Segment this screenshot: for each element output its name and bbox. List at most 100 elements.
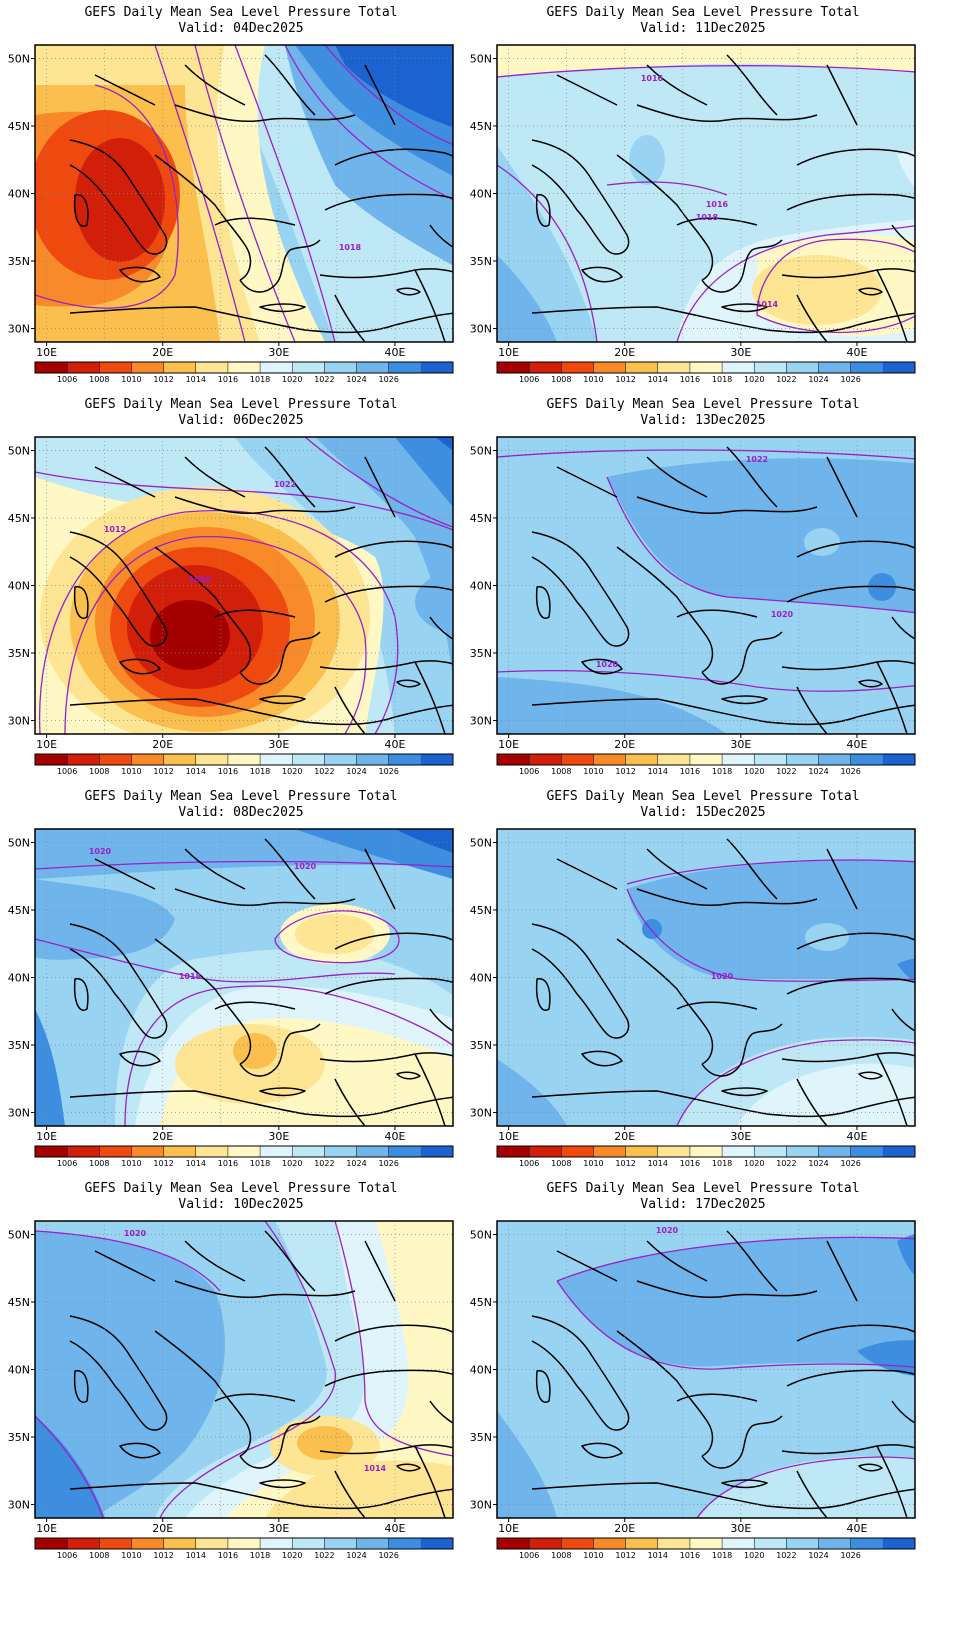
pressure-fill-region <box>225 1221 453 1518</box>
lat-tick-label: 40N <box>8 580 30 593</box>
colorbar-level-label: 1026 <box>379 375 399 384</box>
lat-tick-label: 45N <box>470 904 492 917</box>
lat-tick-label: 35N <box>470 647 492 660</box>
lon-tick-label: 10E <box>498 1522 519 1535</box>
colorbar-level-label: 1016 <box>680 1159 700 1168</box>
colorbar-level-label: 1018 <box>712 1551 732 1560</box>
colorbar-level-label: 1024 <box>346 375 366 384</box>
map-panel: GEFS Daily Mean Sea Level Pressure Total… <box>462 392 944 802</box>
colorbar: 1006 1008 1010 1012 1014 1016 1018 1020 1022 1024… <box>34 1537 454 1560</box>
colorbar-swatch <box>625 362 659 373</box>
colorbar-level-label: 1006 <box>57 767 77 776</box>
colorbar-swatch <box>356 362 390 373</box>
colorbar-swatch <box>260 1538 293 1549</box>
coastlines-borders <box>69 446 453 734</box>
colorbar-level-label: 1006 <box>519 767 539 776</box>
colorbar-swatch <box>388 1146 422 1157</box>
colorbar-swatch <box>657 1538 691 1549</box>
colorbar-level-label: 1010 <box>121 1551 141 1560</box>
lat-lon-grid <box>35 1221 453 1518</box>
colorbar-swatch <box>689 1538 723 1549</box>
pressure-fill-region <box>627 860 915 979</box>
colorbar-swatch <box>850 362 884 373</box>
lon-tick-label: 40E <box>846 1130 867 1143</box>
colorbar-swatch <box>786 1538 820 1549</box>
colorbar-swatch <box>163 1146 197 1157</box>
colorbar-swatch <box>324 1538 358 1549</box>
pressure-fill-region <box>297 1426 353 1460</box>
colorbar-swatch <box>497 362 530 373</box>
colorbar-swatch <box>260 1146 293 1157</box>
colorbar-level-label: 1014 <box>186 1159 206 1168</box>
colorbar-swatch <box>195 1146 229 1157</box>
colorbar-level-label: 1022 <box>314 1551 334 1560</box>
colorbar-swatch <box>67 754 100 765</box>
lon-tick-label: 10E <box>36 738 57 751</box>
colorbar-swatch <box>163 754 197 765</box>
lat-tick-label: 30N <box>8 1499 30 1512</box>
colorbar-swatch <box>131 1538 165 1549</box>
isobar-label: 1014 <box>364 1464 387 1473</box>
colorbar-level-label: 1020 <box>282 767 302 776</box>
lon-tick-label: 30E <box>730 1522 751 1535</box>
lon-tick-label: 20E <box>614 1522 635 1535</box>
colorbar-swatch <box>850 754 884 765</box>
lon-tick-label: 40E <box>384 346 405 359</box>
coastlines-borders <box>531 446 915 734</box>
lon-tick-label: 40E <box>846 738 867 751</box>
colorbar-swatch <box>529 754 562 765</box>
lat-lon-grid <box>35 45 453 342</box>
colorbar-level-label: 1008 <box>551 767 571 776</box>
colorbar-swatch <box>324 754 358 765</box>
panel-valid-date: Valid: 11Dec2025 <box>640 21 766 36</box>
colorbar-level-label: 1008 <box>551 375 571 384</box>
colorbar-swatch <box>420 362 454 373</box>
colorbar-level-label: 1024 <box>808 1159 828 1168</box>
colorbar-swatch <box>292 362 325 373</box>
colorbar-level-label: 1018 <box>250 375 270 384</box>
lat-tick-label: 35N <box>8 1431 30 1444</box>
colorbar-level-label: 1014 <box>648 1551 668 1560</box>
lat-tick-label: 40N <box>470 580 492 593</box>
pressure-fill-region <box>752 255 882 325</box>
lat-tick-label: 35N <box>470 1039 492 1052</box>
isobar-label: 1022 <box>274 480 296 489</box>
coastlines-borders <box>69 54 453 342</box>
lon-tick-label: 30E <box>730 346 751 359</box>
isobar-label: 1020 <box>294 862 317 871</box>
colorbar-level-label: 1022 <box>776 1159 796 1168</box>
colorbar-swatch <box>67 1146 100 1157</box>
colorbar-swatch <box>388 754 422 765</box>
colorbar-level-label: 1012 <box>153 1551 173 1560</box>
lat-tick-label: 40N <box>8 1364 30 1377</box>
isobar-label: 1020 <box>771 610 794 619</box>
map-panel: GEFS Daily Mean Sea Level Pressure Total… <box>462 0 944 410</box>
colorbar-swatch <box>882 1538 916 1549</box>
lat-tick-label: 30N <box>8 715 30 728</box>
colorbar-swatch <box>625 754 659 765</box>
colorbar-swatch <box>292 1538 325 1549</box>
colorbar-level-label: 1024 <box>808 767 828 776</box>
colorbar: 1006 1008 1010 1012 1014 1016 1018 1020 1022 1024… <box>496 753 916 776</box>
map-panel: GEFS Daily Mean Sea Level Pressure Total… <box>0 0 482 410</box>
panel-title: GEFS Daily Mean Sea Level Pressure Total <box>546 789 860 804</box>
colorbar-swatch <box>292 1146 325 1157</box>
pressure-fill-region <box>295 829 453 880</box>
colorbar-swatch <box>420 754 454 765</box>
colorbar-swatch <box>722 1146 755 1157</box>
coastlines-borders <box>531 1230 915 1518</box>
colorbar-level-label: 1016 <box>218 1159 238 1168</box>
colorbar-swatch <box>657 1146 691 1157</box>
colorbar-swatch <box>561 362 594 373</box>
colorbar-level-label: 1020 <box>282 375 302 384</box>
pressure-fill-region <box>497 1411 557 1518</box>
colorbar-level-label: 1012 <box>615 767 635 776</box>
lat-tick-label: 40N <box>470 188 492 201</box>
colorbar-level-label: 1022 <box>314 375 334 384</box>
colorbar-swatch <box>99 362 132 373</box>
colorbar-level-label: 1006 <box>57 1551 77 1560</box>
colorbar-level-label: 1020 <box>282 1159 302 1168</box>
colorbar-swatch <box>388 1538 422 1549</box>
lon-tick-label: 30E <box>268 738 289 751</box>
isobar-label: 1020 <box>124 1229 147 1238</box>
